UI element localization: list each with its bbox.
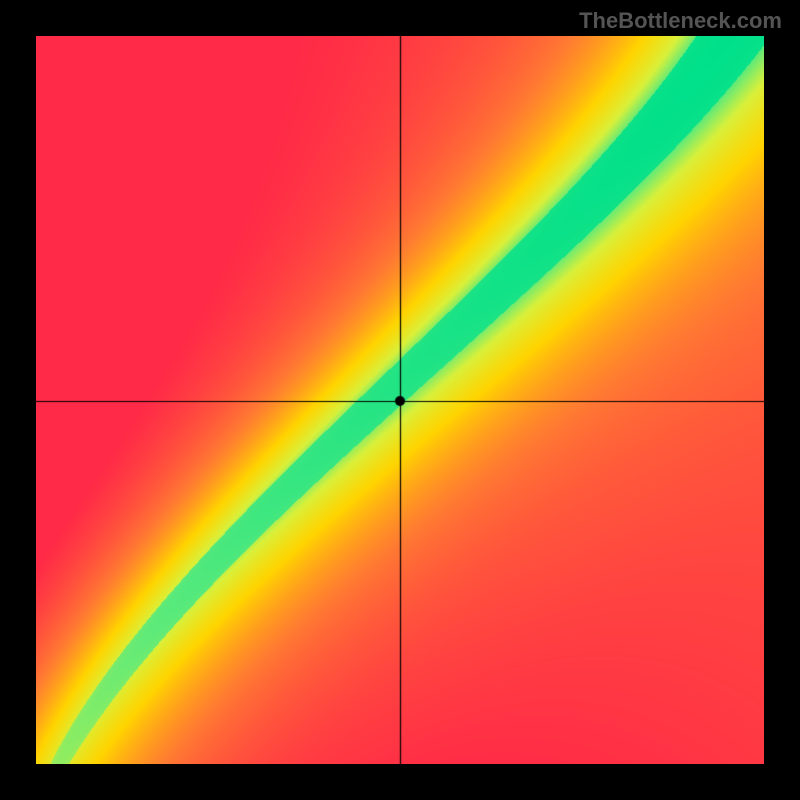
heatmap-canvas — [36, 36, 764, 764]
watermark-text: TheBottleneck.com — [579, 8, 782, 34]
heatmap-chart — [36, 36, 764, 764]
